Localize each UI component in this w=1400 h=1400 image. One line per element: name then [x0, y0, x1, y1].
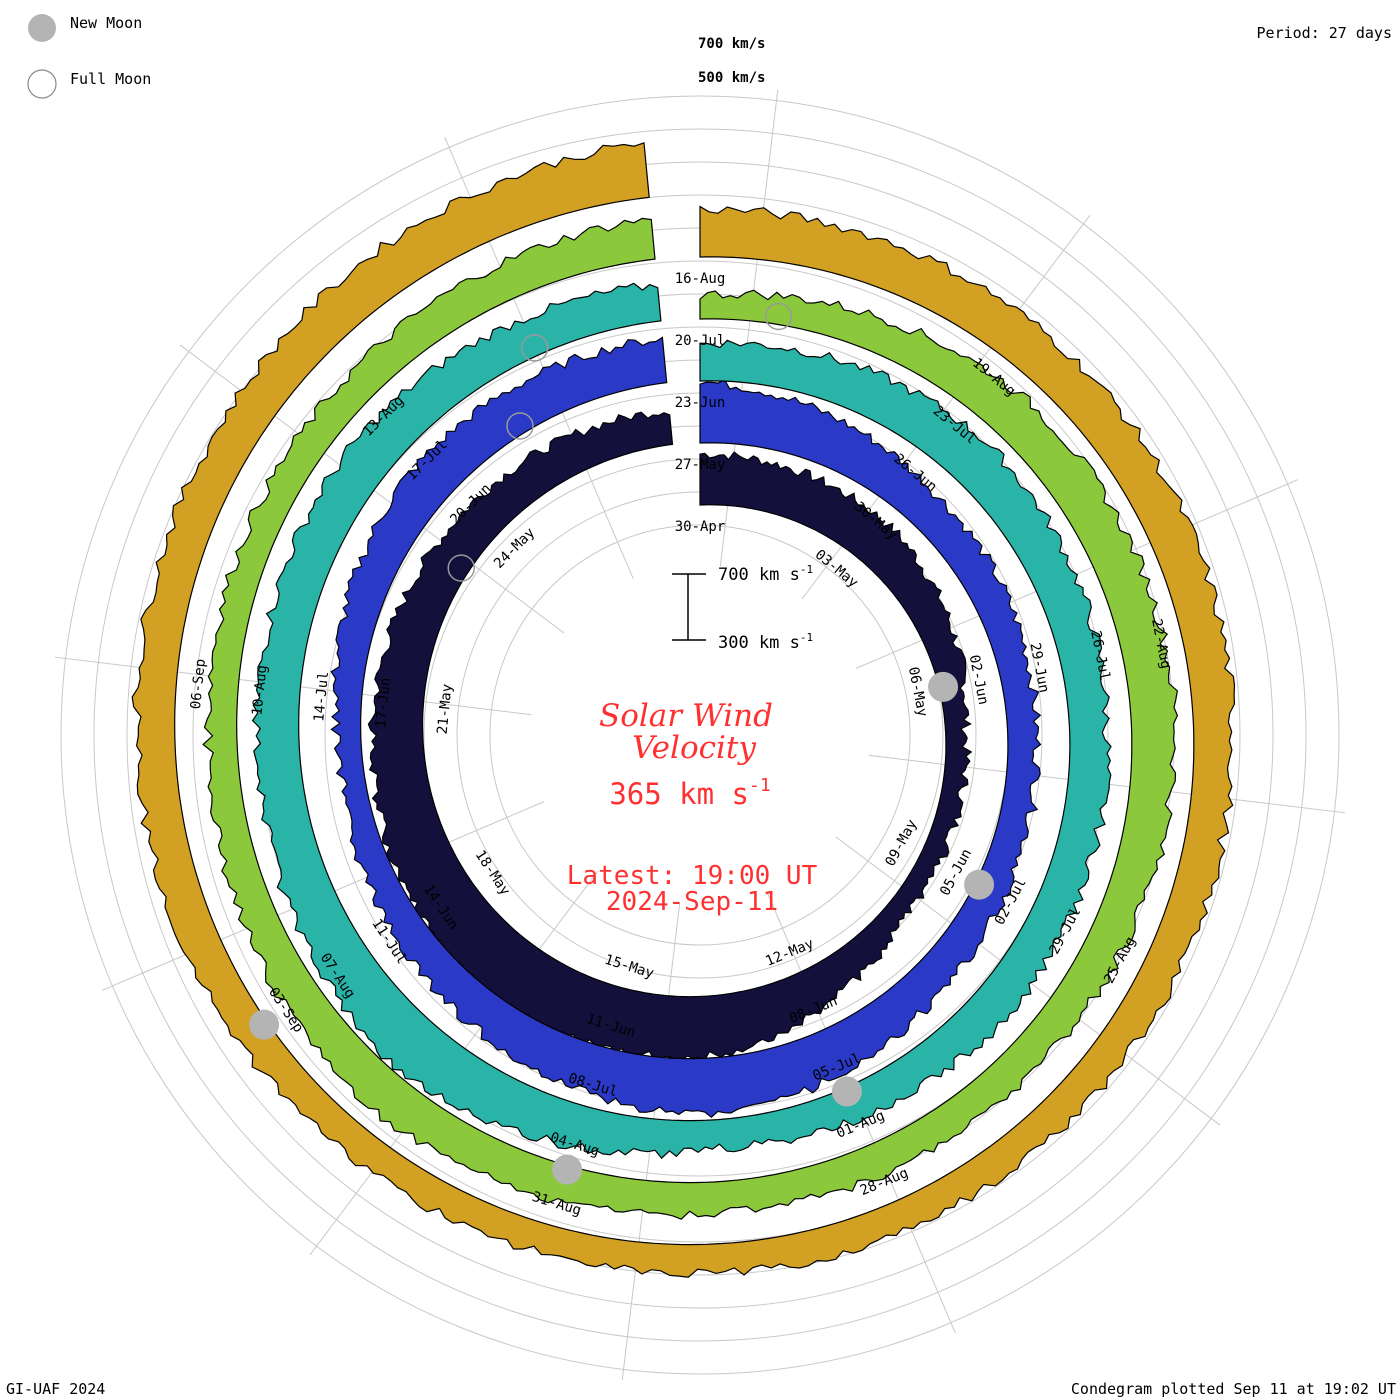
moon-markers — [249, 302, 995, 1185]
full-moon-legend-icon — [27, 69, 57, 99]
rotation-band-16-Aug — [131, 142, 1236, 1278]
new-moon-legend-icon — [28, 14, 56, 42]
full-moon-marker — [506, 412, 534, 440]
date-label: 06-Sep — [188, 658, 209, 710]
date-label: 14-Jul — [311, 671, 332, 723]
date-label: 16-Aug — [675, 271, 726, 287]
grid-ring — [489, 524, 911, 946]
rotation-band-30-Apr — [367, 411, 973, 1062]
date-label: 09-May — [882, 817, 920, 869]
new-moon-marker — [928, 671, 959, 702]
footer-plot-time: Condegram plotted Sep 11 at 19:02 UT — [1070, 1380, 1396, 1398]
full-moon-legend-label: Full Moon — [70, 70, 152, 88]
scale-upper-label: 700 km s-1 — [718, 563, 813, 585]
scale-lower-label: 300 km s-1 — [718, 631, 813, 653]
date-label: 23-Jun — [675, 395, 726, 411]
date-label: 17-Jun — [373, 677, 394, 729]
new-moon-marker — [249, 1009, 280, 1040]
latest-date: 2024-Sep-11 — [606, 887, 778, 917]
rotation-band-23-Jun — [251, 282, 1112, 1159]
new-moon-legend-label: New Moon — [70, 14, 143, 32]
center-title-line2: Velocity — [632, 730, 756, 766]
date-label: 29-Jun — [1026, 641, 1052, 694]
full-moon-marker — [764, 302, 793, 331]
date-label: 27-May — [675, 457, 726, 473]
new-moon-marker — [831, 1076, 862, 1107]
footer-credit: GI-UAF 2024 — [6, 1380, 106, 1398]
ref-label-700: 700 km/s — [698, 36, 765, 52]
date-label: 10-Aug — [250, 664, 271, 716]
new-moon-marker — [964, 869, 995, 900]
scale-bar: 700 km s-1 300 km s-1 — [672, 563, 813, 653]
date-label: 15-May — [603, 952, 656, 982]
date-label: 21-May — [435, 683, 456, 735]
date-label: 02-Jun — [966, 654, 992, 707]
grid-ring — [126, 161, 1274, 1309]
grid-ring — [93, 128, 1307, 1342]
current-speed: 365 km s-1 — [609, 775, 770, 811]
new-moon-marker — [552, 1154, 583, 1185]
date-label: 20-Jul — [675, 333, 726, 349]
date-label: 30-Apr — [675, 519, 726, 535]
date-label: 12-May — [763, 936, 816, 970]
rotation-band-20-Jul — [202, 217, 1179, 1220]
grid-ring — [60, 95, 1340, 1375]
latest-time: Latest: 19:00 UT — [567, 861, 818, 891]
ref-label-500: 500 km/s — [698, 70, 765, 86]
period-label: Period: 27 days — [1256, 24, 1392, 42]
full-moon-marker — [447, 554, 475, 582]
full-moon-marker — [520, 334, 549, 362]
center-title-line1: Solar Wind — [599, 698, 773, 734]
